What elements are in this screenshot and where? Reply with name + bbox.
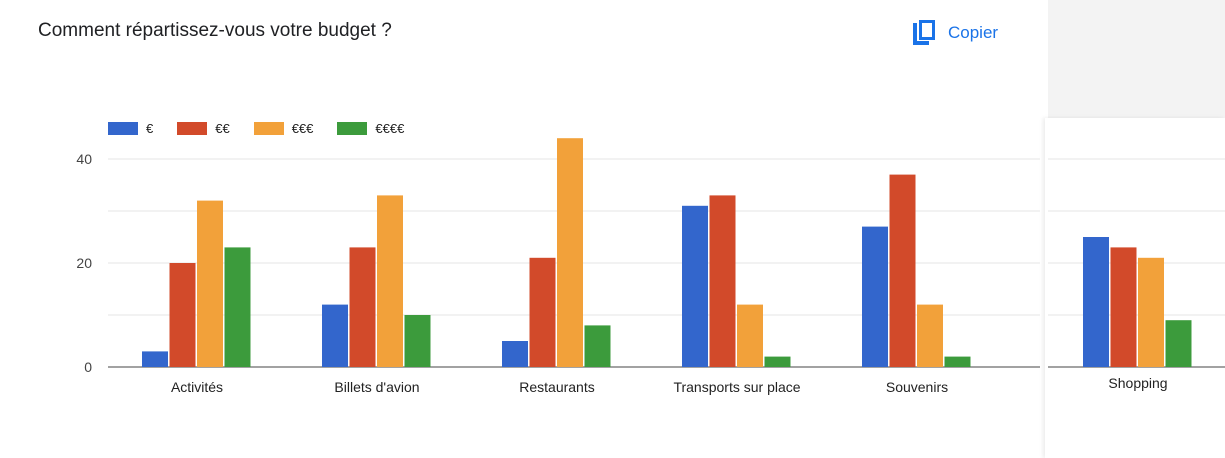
bar (682, 205, 708, 367)
legend-swatch (108, 122, 138, 135)
legend-item: €€ (177, 121, 230, 136)
legend-swatch (337, 122, 368, 135)
y-tick-label: 0 (84, 359, 92, 375)
bar (142, 351, 168, 367)
x-tick-label: Restaurants (519, 379, 594, 395)
bar (322, 304, 348, 367)
legend-label: €€€ (291, 121, 314, 136)
bar (889, 174, 916, 367)
bar (709, 195, 736, 367)
bar (404, 315, 431, 367)
legend-swatch (177, 122, 208, 135)
bar (529, 257, 556, 367)
legend-label: €€€€ (375, 121, 405, 136)
bar (169, 263, 196, 367)
legend-swatch (253, 122, 284, 135)
chart-title: Comment répartissez-vous votre budget ? (38, 20, 392, 41)
chart-legend: € €€ €€€ €€€€ (108, 121, 428, 136)
copy-icon (910, 20, 936, 46)
bar (197, 200, 223, 367)
x-tick-label: Billets d'avion (334, 379, 419, 395)
bar (502, 341, 528, 367)
y-tick-label: 40 (76, 151, 92, 167)
legend-item: €€€ (253, 121, 314, 136)
bar (584, 325, 611, 367)
legend-item: € (108, 121, 153, 136)
bar (349, 247, 376, 367)
bar (1165, 320, 1192, 367)
bar (1110, 247, 1137, 367)
bar (862, 226, 888, 367)
copy-button[interactable]: Copier (910, 18, 998, 48)
bar (557, 138, 583, 367)
x-tick-label: Souvenirs (886, 379, 948, 395)
legend-item: €€€€ (337, 121, 404, 136)
bar (764, 356, 791, 367)
x-tick-label: Activités (171, 379, 223, 395)
bar (224, 247, 251, 367)
bar (737, 304, 763, 367)
x-tick-label: Transports sur place (673, 379, 800, 395)
legend-label: €€ (215, 121, 230, 136)
legend-label: € (146, 121, 154, 136)
bar (944, 356, 971, 367)
y-tick-label: 20 (76, 255, 92, 271)
bar (1138, 257, 1164, 367)
bar (377, 195, 403, 367)
bar (1083, 237, 1109, 367)
copy-label: Copier (948, 23, 999, 42)
bar (917, 304, 943, 367)
x-tick-label: Shopping (1108, 375, 1167, 391)
